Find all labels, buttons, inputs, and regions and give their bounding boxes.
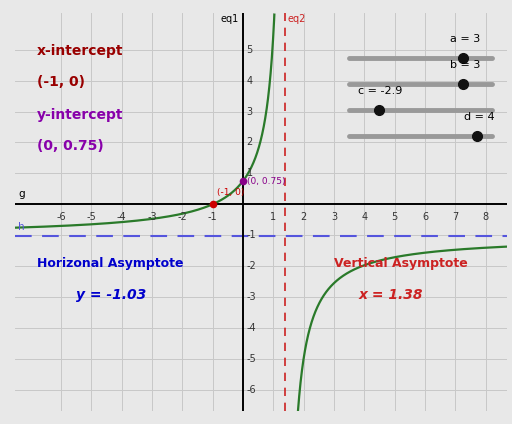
Text: b = 3: b = 3 (450, 60, 480, 70)
Text: -5: -5 (87, 212, 96, 222)
Text: -6: -6 (56, 212, 66, 222)
Text: x-intercept: x-intercept (36, 44, 123, 58)
Text: a = 3: a = 3 (450, 33, 480, 44)
Text: 2: 2 (247, 137, 253, 148)
Text: 4: 4 (361, 212, 367, 222)
Text: 1: 1 (247, 168, 253, 179)
Text: -4: -4 (247, 323, 256, 333)
Text: 5: 5 (392, 212, 398, 222)
Text: -1: -1 (208, 212, 218, 222)
Text: -5: -5 (247, 354, 257, 364)
Text: y-intercept: y-intercept (36, 109, 123, 123)
Text: 8: 8 (483, 212, 488, 222)
Text: (-1, 0): (-1, 0) (217, 189, 245, 198)
Text: h: h (18, 222, 25, 232)
Text: -1: -1 (247, 230, 256, 240)
Text: d = 4: d = 4 (464, 112, 494, 123)
Text: -3: -3 (147, 212, 157, 222)
Text: 3: 3 (247, 106, 253, 117)
Text: 5: 5 (247, 45, 253, 55)
Text: Vertical Asymptote: Vertical Asymptote (334, 257, 467, 270)
Text: g: g (18, 189, 25, 199)
Text: 6: 6 (422, 212, 428, 222)
Text: x = 1.38: x = 1.38 (358, 288, 423, 302)
Text: eq1: eq1 (220, 14, 239, 24)
Text: 1: 1 (270, 212, 276, 222)
Text: -2: -2 (247, 261, 257, 271)
Text: (0, 0.75): (0, 0.75) (247, 177, 285, 186)
Text: 7: 7 (452, 212, 458, 222)
Text: -3: -3 (247, 292, 256, 302)
Text: 3: 3 (331, 212, 337, 222)
Text: 4: 4 (247, 76, 253, 86)
Text: -2: -2 (177, 212, 187, 222)
Text: -6: -6 (247, 385, 256, 395)
Text: eq2: eq2 (287, 14, 306, 24)
Text: -4: -4 (117, 212, 126, 222)
Text: (0, 0.75): (0, 0.75) (36, 139, 103, 153)
Text: y = -1.03: y = -1.03 (76, 288, 146, 302)
Text: Horizonal Asymptote: Horizonal Asymptote (36, 257, 183, 270)
Text: (-1, 0): (-1, 0) (36, 75, 84, 89)
Text: c = -2.9: c = -2.9 (358, 86, 403, 96)
Text: 2: 2 (301, 212, 307, 222)
